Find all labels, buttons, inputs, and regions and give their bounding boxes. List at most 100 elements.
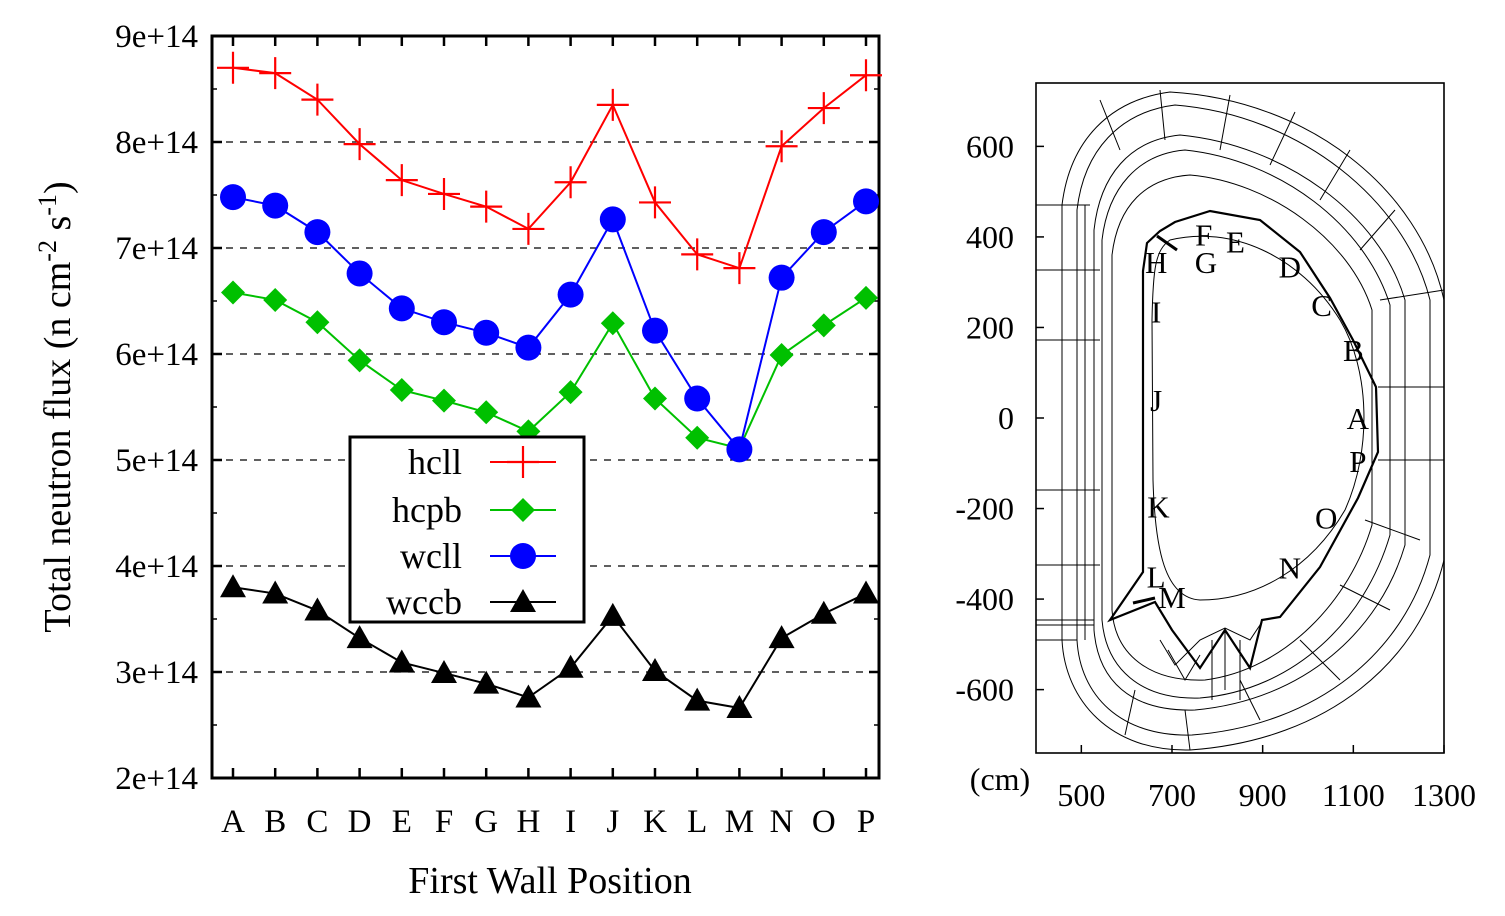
outer-shell-2 <box>1076 104 1431 736</box>
y-axis-title-sup2: -1 <box>33 194 62 216</box>
data-point-hcpb <box>558 380 583 405</box>
position-label-A: A <box>1347 401 1370 436</box>
blanket-inner <box>1111 174 1373 681</box>
y-axis-title-sup1: -2 <box>33 240 62 262</box>
data-point-hcll <box>723 252 756 285</box>
series-wcll <box>220 184 879 463</box>
y-tick-label: 7e+14 <box>115 231 198 267</box>
diagram-y-tick-label: 0 <box>998 400 1014 436</box>
data-point-hcll <box>554 166 587 199</box>
plasma-boundary <box>1151 235 1365 601</box>
inboard-layers <box>1084 205 1103 640</box>
data-point-hcll <box>807 92 840 125</box>
data-point-hcll <box>765 130 798 163</box>
first-wall <box>1107 209 1380 671</box>
x-tick-label: M <box>725 804 754 840</box>
diagram-y-tick-label: -400 <box>955 581 1014 617</box>
x-tick-label: P <box>857 804 875 840</box>
data-point-hcll <box>681 238 714 271</box>
data-point-hcpb <box>600 311 625 336</box>
position-label-I: I <box>1151 295 1161 330</box>
y-axis-title-end: ) <box>37 181 79 194</box>
data-point-wcll <box>220 184 246 211</box>
x-tick-label: H <box>516 804 540 840</box>
position-label-P: P <box>1349 444 1366 479</box>
y-axis-ticks: 2e+14 3e+14 4e+14 5e+14 6e+14 7e+14 8e+14 9e+14 <box>115 19 879 797</box>
data-point-wccb <box>642 657 668 681</box>
reactor-cross-section <box>1036 89 1445 751</box>
x-tick-label: I <box>565 804 576 840</box>
data-point-wcll <box>515 334 542 361</box>
y-axis-title: Total neutron flux (n cm-2 s-1) <box>33 181 80 632</box>
x-tick-label: O <box>812 804 836 840</box>
radial-segments <box>1036 89 1445 751</box>
data-point-hcll <box>301 83 334 116</box>
data-point-wcll <box>431 309 457 336</box>
data-point-wccb <box>262 580 289 604</box>
series-line-wccb <box>232 586 867 710</box>
diagram-y-tick-label: 400 <box>966 219 1014 255</box>
data-point-hcll <box>639 186 671 219</box>
data-point-hcll <box>343 128 376 161</box>
data-point-wcll <box>684 385 711 412</box>
data-point-hcpb <box>643 386 667 411</box>
divertor <box>1159 621 1263 700</box>
x-tick-label: C <box>306 804 328 840</box>
blanket-mid <box>1101 149 1391 699</box>
x-tick-label: E <box>392 804 412 840</box>
diagram-x-tick-label: 500 <box>1057 777 1105 813</box>
first-wall-geometry-diagram: 500 700 900 1100 13006004002000-200-400-600 … <box>955 82 1476 813</box>
legend-label-wccb: wccb <box>386 582 462 622</box>
legend-marker-hcpb <box>511 498 535 522</box>
blanket-outer <box>1093 134 1406 711</box>
position-label-E: E <box>1226 224 1245 259</box>
data-point-wcll <box>853 188 879 215</box>
position-label-H: H <box>1145 245 1167 280</box>
diagram-y-tick-label: -600 <box>955 672 1014 708</box>
data-point-wcll <box>768 264 795 291</box>
position-label-M: M <box>1158 580 1186 615</box>
position-label-C: C <box>1311 288 1332 323</box>
data-point-wcll <box>262 192 289 219</box>
data-point-hcpb <box>474 400 499 425</box>
data-point-wccb <box>304 597 331 621</box>
data-point-hcpb <box>811 313 836 338</box>
diagram-x-tick-label: 900 <box>1239 777 1287 813</box>
position-label-J: J <box>1150 383 1162 418</box>
data-point-hcll <box>470 190 503 223</box>
data-point-wcll <box>346 260 373 287</box>
y-tick-label: 5e+14 <box>115 443 198 479</box>
data-point-wccb <box>473 670 500 694</box>
data-point-wccb <box>388 649 415 673</box>
x-tick-label: B <box>264 804 286 840</box>
diagram-y-tick-label: 200 <box>966 309 1014 345</box>
data-point-hcpb <box>432 388 456 413</box>
data-point-hcll <box>512 212 545 245</box>
data-point-hcpb <box>389 378 414 403</box>
data-point-hcll <box>596 88 629 121</box>
position-label-B: B <box>1343 333 1364 368</box>
data-point-hcpb <box>685 425 710 450</box>
data-point-hcpb <box>854 285 878 310</box>
legend-label-wcll: wcll <box>400 536 462 576</box>
data-point-wccb <box>853 580 879 604</box>
data-point-wccb <box>557 654 584 678</box>
data-point-wccb <box>599 602 626 626</box>
data-point-hcll <box>385 164 418 197</box>
x-tick-label: A <box>221 804 245 840</box>
legend-label-hcpb: hcpb <box>392 490 462 530</box>
data-point-wccb <box>220 574 246 598</box>
position-label-F: F <box>1195 218 1212 253</box>
position-label-N: N <box>1279 550 1301 585</box>
y-tick-label: 8e+14 <box>115 125 198 161</box>
data-point-wcll <box>726 436 753 463</box>
position-label-L: L <box>1147 559 1166 594</box>
data-point-wccb <box>684 687 711 711</box>
data-point-hcll <box>428 177 460 210</box>
flux-line-chart: 2e+14 3e+14 4e+14 5e+14 6e+14 7e+14 8e+14 9e+14… <box>33 19 882 902</box>
x-axis-title: First Wall Position <box>408 860 691 902</box>
data-point-wcll <box>473 319 500 346</box>
data-point-wcll <box>810 219 837 246</box>
data-point-wccb <box>726 695 753 719</box>
